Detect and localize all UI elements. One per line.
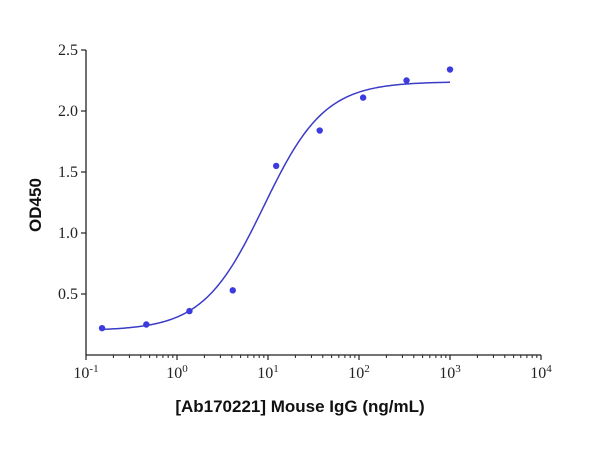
x-axis-title: [Ab170221] Mouse IgG (ng/mL)	[175, 397, 424, 416]
y-tick-label: 1.0	[58, 225, 78, 242]
data-point	[272, 162, 280, 170]
data-point	[186, 307, 193, 315]
x-tick-label: 104	[530, 363, 552, 382]
fit-curve	[101, 81, 451, 331]
x-tick-label: 10-1	[73, 363, 98, 382]
data-point	[316, 127, 323, 134]
data-point	[403, 77, 410, 84]
y-tick-label: 2.5	[58, 42, 78, 59]
data-point	[229, 287, 236, 294]
x-tick-label: 102	[348, 363, 370, 382]
y-axis-title: OD450	[26, 178, 45, 232]
x-tick-label: 100	[166, 363, 188, 382]
data-point	[98, 324, 106, 332]
y-tick-label: 2.0	[58, 103, 78, 120]
data-point	[446, 66, 454, 73]
data-points	[98, 66, 454, 332]
x-tick-label: 103	[439, 363, 461, 382]
x-tick-label: 101	[257, 363, 279, 382]
data-point	[359, 94, 367, 101]
axes: 0.5 1.0 1.5 2.0 2.5 10-1 100 101 102 103 104	[58, 42, 552, 382]
data-point	[143, 321, 150, 328]
y-tick-label: 1.5	[58, 164, 78, 181]
y-tick-label: 0.5	[58, 286, 78, 303]
